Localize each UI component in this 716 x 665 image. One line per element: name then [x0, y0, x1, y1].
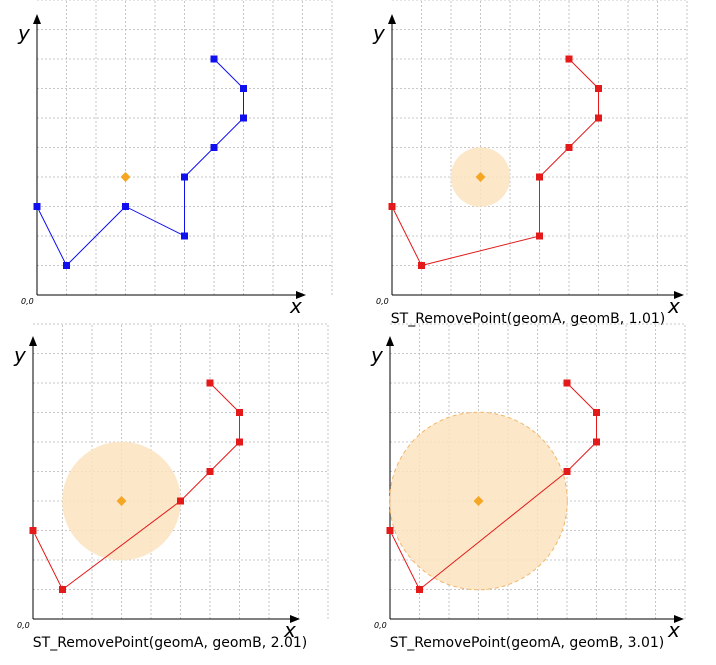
geom-a	[33, 55, 247, 269]
panel-caption: ST_RemovePoint(geomA, geomB, 3.01)	[390, 635, 665, 651]
geom-a	[386, 379, 600, 593]
vertex-marker	[122, 203, 129, 210]
x-axis-arrow	[674, 615, 684, 623]
x-axis-arrow	[296, 291, 306, 299]
vertex-marker	[206, 468, 214, 475]
vertex-marker	[210, 55, 218, 63]
vertex-marker	[181, 173, 188, 181]
geom-b	[120, 172, 131, 182]
geom-b	[475, 172, 486, 182]
y-axis-label: y	[372, 21, 386, 45]
vertex-marker	[206, 379, 214, 387]
grid	[37, 0, 333, 295]
vertex-marker	[593, 409, 600, 416]
vertex-marker	[416, 586, 423, 593]
vertex-marker	[593, 438, 600, 446]
x-axis-label: x	[289, 294, 302, 318]
vertex-marker	[386, 527, 394, 534]
vertex-marker	[59, 586, 66, 593]
x-axis-arrow	[290, 615, 300, 623]
vertex-marker	[563, 379, 571, 387]
y-axis-arrow	[33, 14, 41, 24]
panel-remove-1-01: y x 0,0 ST_RemovePoint(geomA, geomB, 1.0…	[372, 0, 688, 327]
vertex-marker	[565, 55, 573, 63]
geom-a-line	[391, 58, 599, 267]
vertex-marker	[29, 527, 37, 534]
y-axis-label: y	[370, 343, 384, 367]
x-axis-label: x	[283, 618, 296, 642]
geom-a	[388, 55, 602, 269]
vertex-marker	[563, 468, 571, 475]
y-axis-label: y	[17, 21, 31, 45]
axes: y x 0,0	[372, 14, 684, 318]
point-b-marker	[475, 172, 486, 182]
panel-remove-2-01: y x 0,0 ST_RemovePoint(geomA, geomB, 2.0…	[13, 323, 329, 651]
axes: y x 0,0	[13, 336, 300, 642]
panel-caption: ST_RemovePoint(geomA, geomB, 2.01)	[33, 635, 308, 651]
vertex-marker	[33, 203, 41, 210]
panel-remove-3-01: y x 0,0 ST_RemovePoint(geomA, geomB, 3.0…	[370, 323, 686, 651]
axes: y x 0,0	[370, 336, 684, 642]
vertex-marker	[177, 497, 184, 505]
x-axis-arrow	[674, 291, 684, 299]
origin-label: 0,0	[374, 621, 387, 630]
vertex-marker	[418, 262, 425, 269]
y-axis-arrow	[388, 14, 396, 24]
vertex-marker	[536, 173, 543, 181]
vertex-marker	[181, 232, 188, 240]
panel-caption: ST_RemovePoint(geomA, geomB, 1.01)	[391, 311, 666, 327]
grid	[33, 323, 329, 619]
origin-label: 0,0	[21, 297, 34, 306]
grid	[392, 0, 688, 295]
vertex-marker	[536, 232, 543, 240]
vertex-marker	[236, 409, 243, 416]
panel-original: y x 0,0	[17, 0, 333, 318]
x-axis-label: x	[667, 294, 680, 318]
axes: y x 0,0	[17, 14, 306, 318]
vertex-marker	[210, 144, 218, 151]
vertex-marker	[240, 114, 247, 122]
x-axis-label: x	[667, 618, 680, 642]
y-axis-label: y	[13, 343, 27, 367]
origin-label: 0,0	[17, 621, 30, 630]
vertex-marker	[240, 85, 247, 92]
geom-a-line	[36, 58, 244, 267]
geom-a-line	[389, 382, 597, 591]
point-b-marker	[473, 496, 484, 506]
vertex-marker	[388, 203, 396, 210]
origin-label: 0,0	[376, 297, 389, 306]
geom-a	[29, 379, 243, 593]
vertex-marker	[236, 438, 243, 446]
vertex-marker	[565, 144, 573, 151]
vertex-marker	[63, 262, 70, 269]
vertex-marker	[595, 85, 602, 92]
geom-b	[473, 496, 484, 506]
vertex-marker	[595, 114, 602, 122]
point-b-marker	[120, 172, 131, 182]
y-axis-arrow	[386, 336, 394, 346]
y-axis-arrow	[29, 336, 37, 346]
